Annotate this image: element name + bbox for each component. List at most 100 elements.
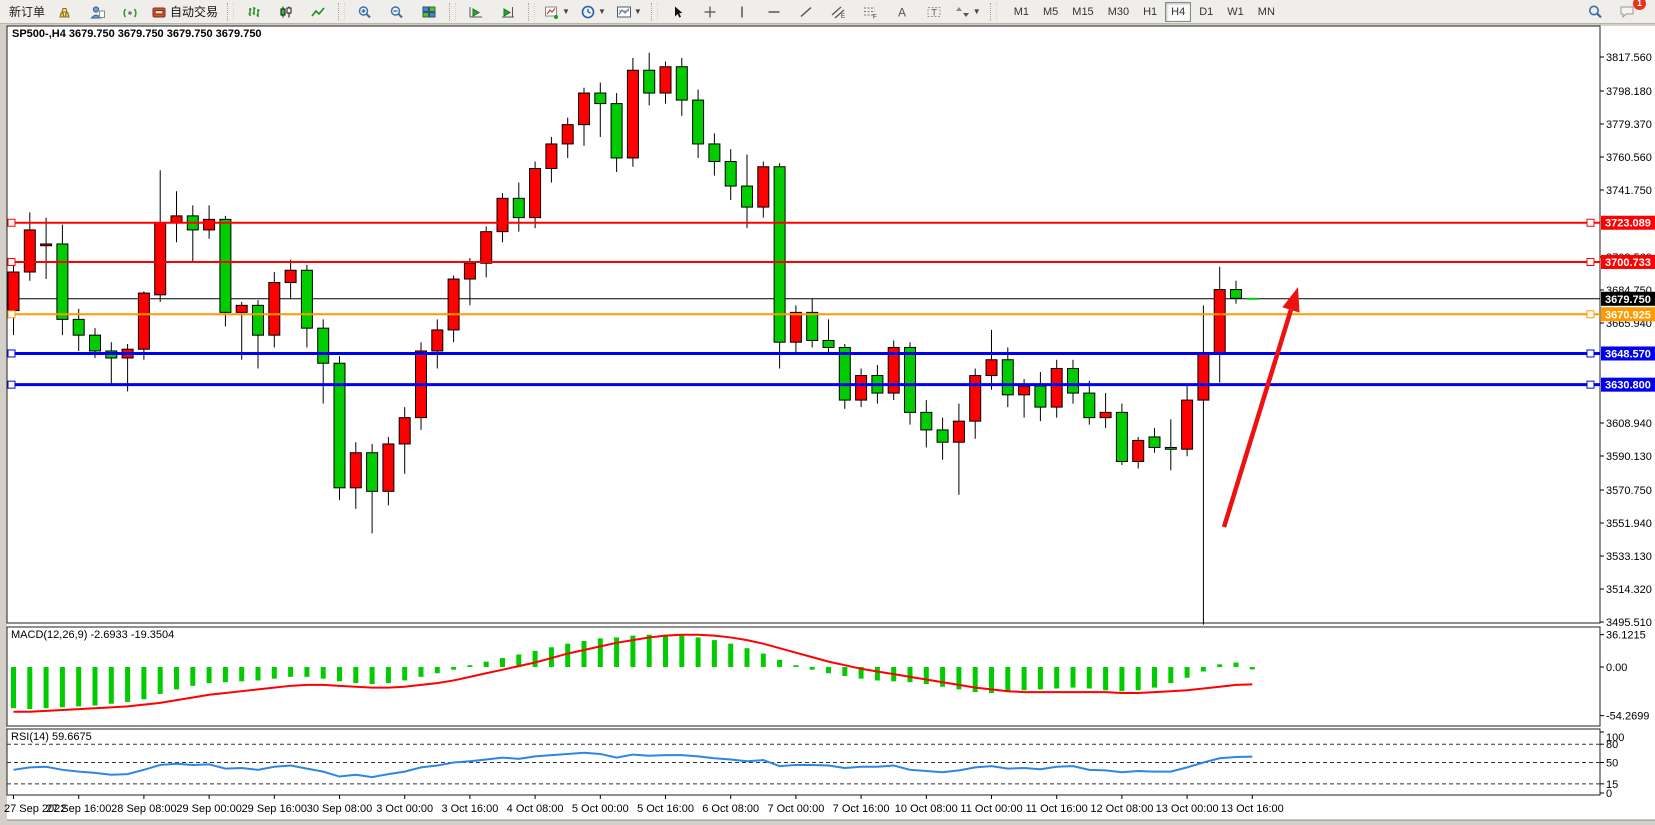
macd-pane[interactable]: 36.1215 0.00 -54.2699 [11, 630, 1650, 723]
channel-button[interactable]: E [823, 1, 853, 23]
line-chart-button[interactable] [303, 1, 333, 23]
candle-body [936, 429, 949, 443]
textlabel-icon: T [926, 5, 942, 19]
candle-body [72, 318, 85, 336]
candle-body [56, 243, 69, 320]
candle-body [626, 69, 639, 159]
crosshair-icon [702, 5, 718, 19]
candle-body [855, 375, 868, 401]
timeframe-mn[interactable]: MN [1257, 5, 1275, 18]
search-button[interactable] [1580, 1, 1610, 23]
dropdown-caret-icon[interactable]: ▼ [597, 7, 606, 16]
svg-text:F: F [873, 14, 877, 19]
bar-chart-button[interactable] [239, 1, 269, 23]
candle-chart-button[interactable] [271, 1, 301, 23]
svg-text:29 Sep 16:00: 29 Sep 16:00 [242, 803, 307, 815]
svg-text:12 Oct 08:00: 12 Oct 08:00 [1090, 803, 1153, 815]
tile-windows-button[interactable] [414, 1, 444, 23]
candle-body [300, 269, 313, 329]
candle-body [1115, 411, 1128, 463]
svg-text:7 Oct 16:00: 7 Oct 16:00 [833, 803, 890, 815]
dropdown-caret-icon[interactable]: ▼ [633, 7, 642, 16]
chat-button[interactable]: 1 [1612, 0, 1646, 23]
candle-body [578, 92, 590, 126]
chart-bars-icon [246, 5, 262, 19]
timeframe-m30[interactable]: M30 [1107, 5, 1130, 18]
svg-text:3779.370: 3779.370 [1606, 119, 1652, 131]
timeframe-w1[interactable]: W1 [1227, 5, 1244, 18]
autotrade-button[interactable]: 自动交易 [147, 1, 222, 23]
svg-text:5 Oct 00:00: 5 Oct 00:00 [572, 803, 629, 815]
candle-body [1034, 385, 1047, 408]
svg-text:3570.750: 3570.750 [1606, 485, 1652, 497]
horizontal-line-button[interactable] [759, 1, 789, 23]
chart-line-icon [310, 5, 326, 19]
svg-text:80: 80 [1606, 739, 1618, 751]
candle-body [887, 346, 900, 394]
gold-bars-icon-button[interactable] [51, 1, 81, 23]
arrows-button[interactable]: ▼ [951, 1, 985, 23]
svg-text:3817.560: 3817.560 [1606, 52, 1652, 64]
svg-text:3741.750: 3741.750 [1606, 185, 1652, 197]
text-label-button[interactable]: T [919, 1, 949, 23]
templates-button[interactable]: ▼ [612, 1, 646, 23]
candle-body [349, 452, 362, 489]
candle-body [561, 124, 574, 145]
candle-body [545, 143, 558, 170]
indicators-button[interactable]: ▼ [540, 1, 574, 23]
candle-body [252, 304, 264, 336]
toolbar-right-group: 1 [1579, 0, 1646, 23]
svg-text:50: 50 [1606, 758, 1618, 770]
crosshair-button[interactable] [695, 1, 725, 23]
svg-text:0: 0 [1606, 788, 1612, 800]
text-button[interactable]: A [887, 1, 917, 23]
timeframe-m5[interactable]: M5 [1043, 5, 1059, 18]
timeframe-m15[interactable]: M15 [1072, 5, 1094, 18]
toolbar-separator [338, 2, 346, 21]
zoom-in-button[interactable] [350, 1, 380, 23]
line-handle [1586, 380, 1595, 389]
candle-body [1018, 385, 1031, 396]
autoscroll-icon [468, 5, 484, 19]
new-order-button[interactable]: 新订单 [5, 1, 49, 23]
timeframe-d1[interactable]: D1 [1199, 5, 1214, 18]
svg-text:29 Sep 00:00: 29 Sep 00:00 [176, 803, 241, 815]
zoom-out-icon [389, 5, 405, 19]
chart-shift-button[interactable] [493, 1, 523, 23]
svg-text:11 Oct 16:00: 11 Oct 16:00 [1026, 803, 1088, 815]
signal-icon [122, 5, 138, 19]
fibonacci-button[interactable]: F [855, 1, 885, 23]
autotrade-button-label: 自动交易 [170, 5, 219, 19]
svg-text:A: A [898, 5, 906, 19]
vertical-line-button[interactable] [727, 1, 757, 23]
signal-icon-button[interactable] [115, 1, 145, 23]
timeframe-m1[interactable]: M1 [1013, 5, 1029, 18]
dropdown-caret-icon[interactable]: ▼ [972, 7, 981, 16]
profile-icon-button[interactable] [83, 1, 113, 23]
candlesticks[interactable] [7, 52, 1258, 625]
timeframe-h1[interactable]: H1 [1143, 5, 1158, 18]
candle-body [838, 346, 851, 401]
candle-body [431, 329, 444, 352]
add-indicator-icon [544, 5, 560, 19]
horizontal-lines[interactable]: 3723.089 3700.733 3679.750 3670.925 3648.570… [7, 215, 1655, 392]
autoscroll-button[interactable] [461, 1, 491, 23]
periods-button[interactable]: ▼ [576, 1, 610, 23]
trendline-button[interactable] [791, 1, 821, 23]
candle-body [1050, 368, 1063, 408]
vline-icon [734, 5, 750, 19]
zoom-out-button[interactable] [382, 1, 412, 23]
toolbar-separator [449, 2, 457, 21]
dropdown-caret-icon[interactable]: ▼ [562, 7, 570, 16]
line-handle [7, 257, 16, 266]
price-badge [1601, 377, 1655, 392]
toolbar-separator [528, 2, 536, 21]
timeframe-h4[interactable]: H4 [1165, 1, 1192, 22]
cursor-icon [670, 5, 686, 19]
arrow-annotation[interactable] [1221, 287, 1300, 528]
cursor-button[interactable] [663, 1, 693, 23]
